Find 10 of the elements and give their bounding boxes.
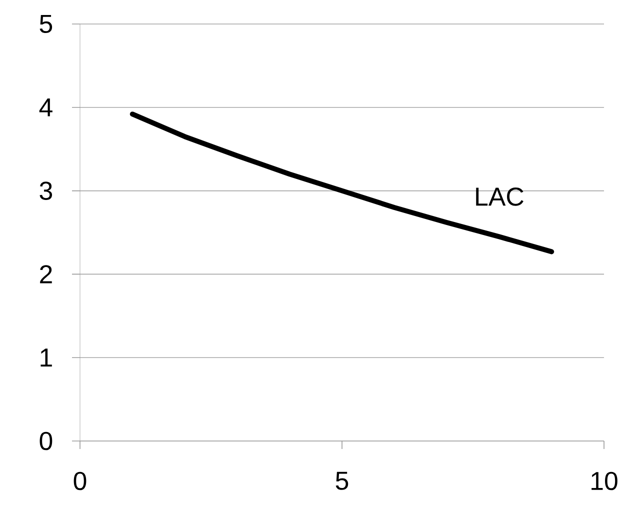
y-tick-label: 2 [40,265,52,284]
x-tick-label: 5 [336,472,348,490]
y-tick-label: 4 [39,98,52,116]
x-tick-label: 0 [74,472,86,490]
series-label: LAC [476,187,524,206]
y-tick-label: 1 [40,348,52,367]
y-tick-label: 3 [40,182,52,200]
y-tick-label: 5 [40,14,52,34]
x-tick-label: 10 [592,472,618,490]
y-tick-label: 0 [40,432,52,450]
